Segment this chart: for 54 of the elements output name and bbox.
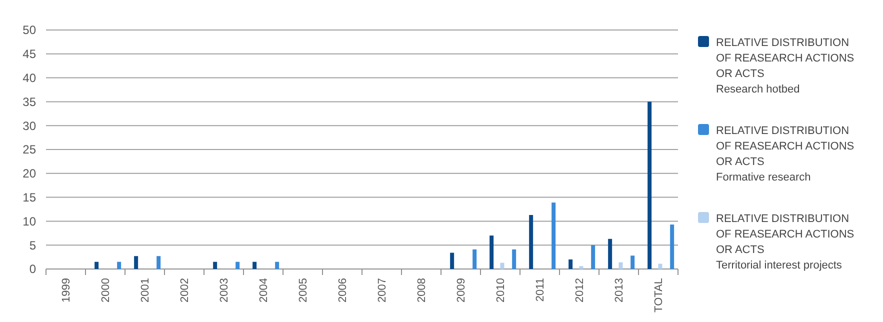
bar [117,262,122,269]
bar [156,256,161,269]
bar [670,224,674,269]
bar [568,259,573,269]
y-tick-label: 15 [22,190,36,204]
bar [275,262,280,269]
x-tick-label: 2007 [376,278,389,302]
legend-label: RELATIVE DISTRIBUTION OF REASEARCH ACTIONS OR ACTS Formative research [716,125,854,184]
x-tick-label: TOTAL [653,278,666,312]
x-tick-label: 2012 [574,278,586,302]
bar [630,256,635,269]
x-tick-label: 2009 [456,278,468,302]
bar [490,236,494,269]
x-tick-label: 2002 [179,278,192,302]
x-tick-label: 2006 [337,278,350,302]
x-tick-label: 2003 [218,278,231,302]
bar [579,266,584,269]
bar [236,262,240,269]
y-tick-label: 50 [22,23,36,38]
x-tick-label: 2000 [100,278,112,302]
x-tick-label: 2013 [614,278,626,302]
x-tick-label: 2011 [534,278,547,302]
y-tick-label: 45 [22,47,36,62]
x-tick-label: 2001 [140,278,152,302]
x-tick-label: 1999 [60,278,73,302]
bar [591,245,596,269]
y-tick-label: 20 [22,166,36,181]
bar [134,256,138,269]
bar [529,214,534,269]
bar [213,262,218,269]
y-tick-label: 35 [22,94,36,109]
bar [472,249,477,269]
y-tick-label: 30 [22,118,36,133]
y-tick-label: 40 [22,71,36,85]
x-tick-label: 2005 [298,278,310,302]
bar [608,238,612,269]
bar [658,264,662,269]
legend-label: RELATIVE DISTRIBUTION OF REASEARCH ACTIONS OR ACTS Research hotbed [716,37,854,96]
bar [648,102,652,269]
bar [512,249,516,269]
y-tick-label: 0 [29,262,36,276]
bar [552,202,556,269]
y-tick-label: 10 [22,214,36,228]
bar [94,262,99,269]
bar [450,252,454,269]
x-tick-label: 2008 [416,278,428,302]
x-tick-label: 2004 [258,278,270,302]
x-tick-label: 2010 [495,278,508,302]
bar [500,262,504,269]
bar [618,262,623,269]
bar [252,262,257,269]
y-tick-label: 25 [22,142,36,157]
legend-label: RELATIVE DISTRIBUTION OF REASEARCH ACTIONS OR ACTS Territorial interest projects [716,213,854,272]
y-tick-label: 5 [29,238,36,252]
